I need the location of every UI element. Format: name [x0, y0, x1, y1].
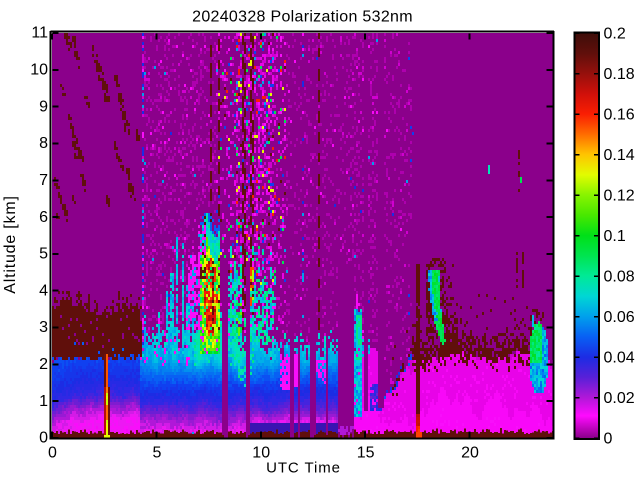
svg-text:4: 4 — [39, 282, 48, 299]
svg-text:0: 0 — [48, 445, 57, 462]
svg-text:0.06: 0.06 — [604, 309, 635, 326]
svg-text:0: 0 — [604, 431, 613, 448]
svg-text:15: 15 — [357, 445, 375, 462]
svg-text:11: 11 — [31, 25, 48, 42]
svg-text:0.14: 0.14 — [604, 147, 635, 164]
svg-text:0.02: 0.02 — [604, 390, 635, 407]
svg-text:1: 1 — [39, 393, 48, 410]
svg-text:Altitude [km]: Altitude [km] — [2, 195, 19, 293]
svg-text:7: 7 — [39, 172, 48, 189]
svg-text:0.12: 0.12 — [604, 188, 635, 205]
svg-text:2: 2 — [39, 356, 48, 373]
svg-text:8: 8 — [39, 135, 48, 152]
svg-text:0.1: 0.1 — [604, 228, 626, 245]
svg-text:0.2: 0.2 — [604, 26, 626, 43]
svg-text:0.18: 0.18 — [604, 66, 635, 83]
svg-text:20: 20 — [461, 445, 479, 462]
svg-text:3: 3 — [39, 319, 48, 336]
svg-text:10: 10 — [30, 62, 48, 79]
svg-text:0.16: 0.16 — [604, 107, 635, 124]
svg-text:0.04: 0.04 — [604, 350, 635, 367]
svg-text:5: 5 — [152, 445, 161, 462]
svg-text:6: 6 — [39, 209, 48, 226]
svg-text:9: 9 — [39, 98, 48, 115]
svg-text:0.08: 0.08 — [604, 269, 635, 286]
svg-text:UTC Time: UTC Time — [266, 459, 341, 476]
svg-text:0: 0 — [39, 430, 48, 447]
svg-text:10: 10 — [252, 445, 270, 462]
svg-text:20240328 Polarization 532nm: 20240328 Polarization 532nm — [192, 9, 413, 26]
svg-text:5: 5 — [39, 246, 48, 263]
